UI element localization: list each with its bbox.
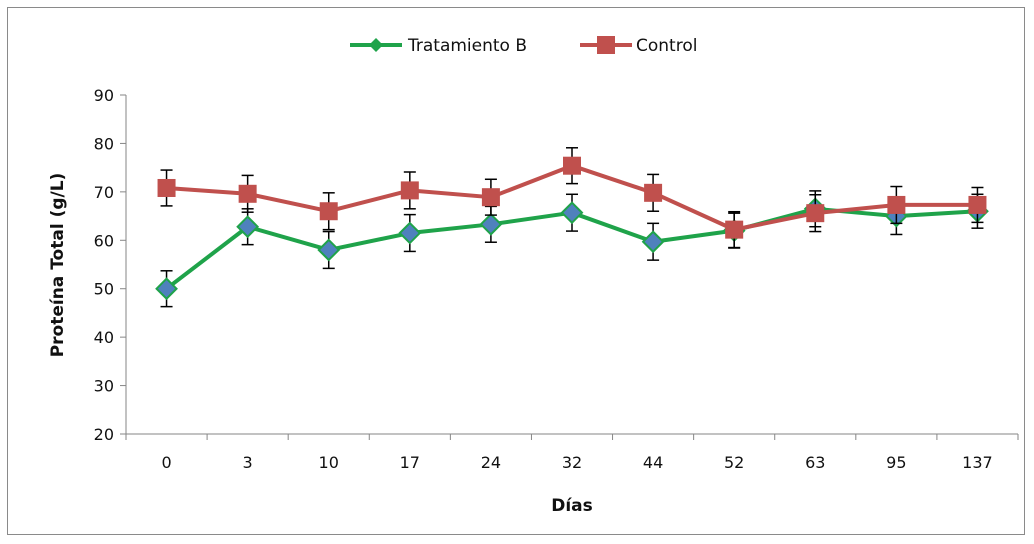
- y-tick-label: 70: [94, 183, 114, 202]
- y-tick-label: 50: [94, 280, 114, 299]
- legend: Tratamiento B Control: [350, 36, 697, 56]
- x-tick-label: 0: [161, 453, 171, 472]
- data-point: [479, 212, 503, 236]
- data-point: [481, 188, 500, 207]
- data-point: [968, 195, 987, 214]
- x-tick-label: 32: [562, 453, 582, 472]
- y-tick-label: 90: [94, 86, 114, 105]
- data-point: [400, 181, 419, 200]
- y-tick-label: 40: [94, 328, 114, 347]
- legend-item-control: Control: [580, 36, 697, 56]
- data-point: [560, 201, 584, 225]
- x-tick-label: 63: [805, 453, 825, 472]
- x-tick-label: 3: [243, 453, 253, 472]
- x-tick-label: 24: [481, 453, 501, 472]
- data-point: [887, 195, 906, 214]
- data-point: [238, 184, 257, 203]
- legend-label: Control: [636, 36, 697, 56]
- data-point: [155, 277, 178, 301]
- x-tick-label: 137: [962, 453, 993, 472]
- series-control: [157, 147, 987, 249]
- legend-item-tratamiento-b: Tratamiento B: [350, 36, 527, 56]
- data-point: [641, 230, 665, 254]
- data-point: [644, 183, 663, 202]
- series-layer: [155, 147, 989, 308]
- x-tick-label: 10: [319, 453, 339, 472]
- data-point: [157, 178, 176, 197]
- data-point: [806, 204, 825, 223]
- legend-marker: [369, 38, 383, 52]
- y-tick-label: 80: [94, 134, 114, 153]
- x-tick-label: 17: [400, 453, 420, 472]
- data-point: [725, 220, 744, 239]
- data-point: [563, 156, 581, 175]
- data-point: [398, 221, 422, 245]
- chart-frame: [7, 7, 1025, 535]
- data-point: [317, 238, 341, 262]
- y-tick-label: 60: [94, 231, 114, 250]
- x-axis-title: Días: [551, 496, 593, 516]
- y-axis-title: Proteína Total (g/L): [48, 173, 68, 358]
- legend-marker: [597, 36, 615, 54]
- data-point: [319, 202, 338, 221]
- legend-label: Tratamiento B: [407, 36, 527, 56]
- labels: 20 30 40 50 60 70 80 90 0 3 10 17 24 32 44 52 63 95 137 Día…: [48, 86, 993, 516]
- data-point: [236, 215, 260, 239]
- y-tick-label: 20: [94, 425, 114, 444]
- x-tick-label: 95: [886, 453, 906, 472]
- axes: [120, 94, 1019, 440]
- y-tick-label: 30: [94, 377, 114, 396]
- x-tick-label: 52: [724, 453, 744, 472]
- x-tick-label: 44: [643, 453, 663, 472]
